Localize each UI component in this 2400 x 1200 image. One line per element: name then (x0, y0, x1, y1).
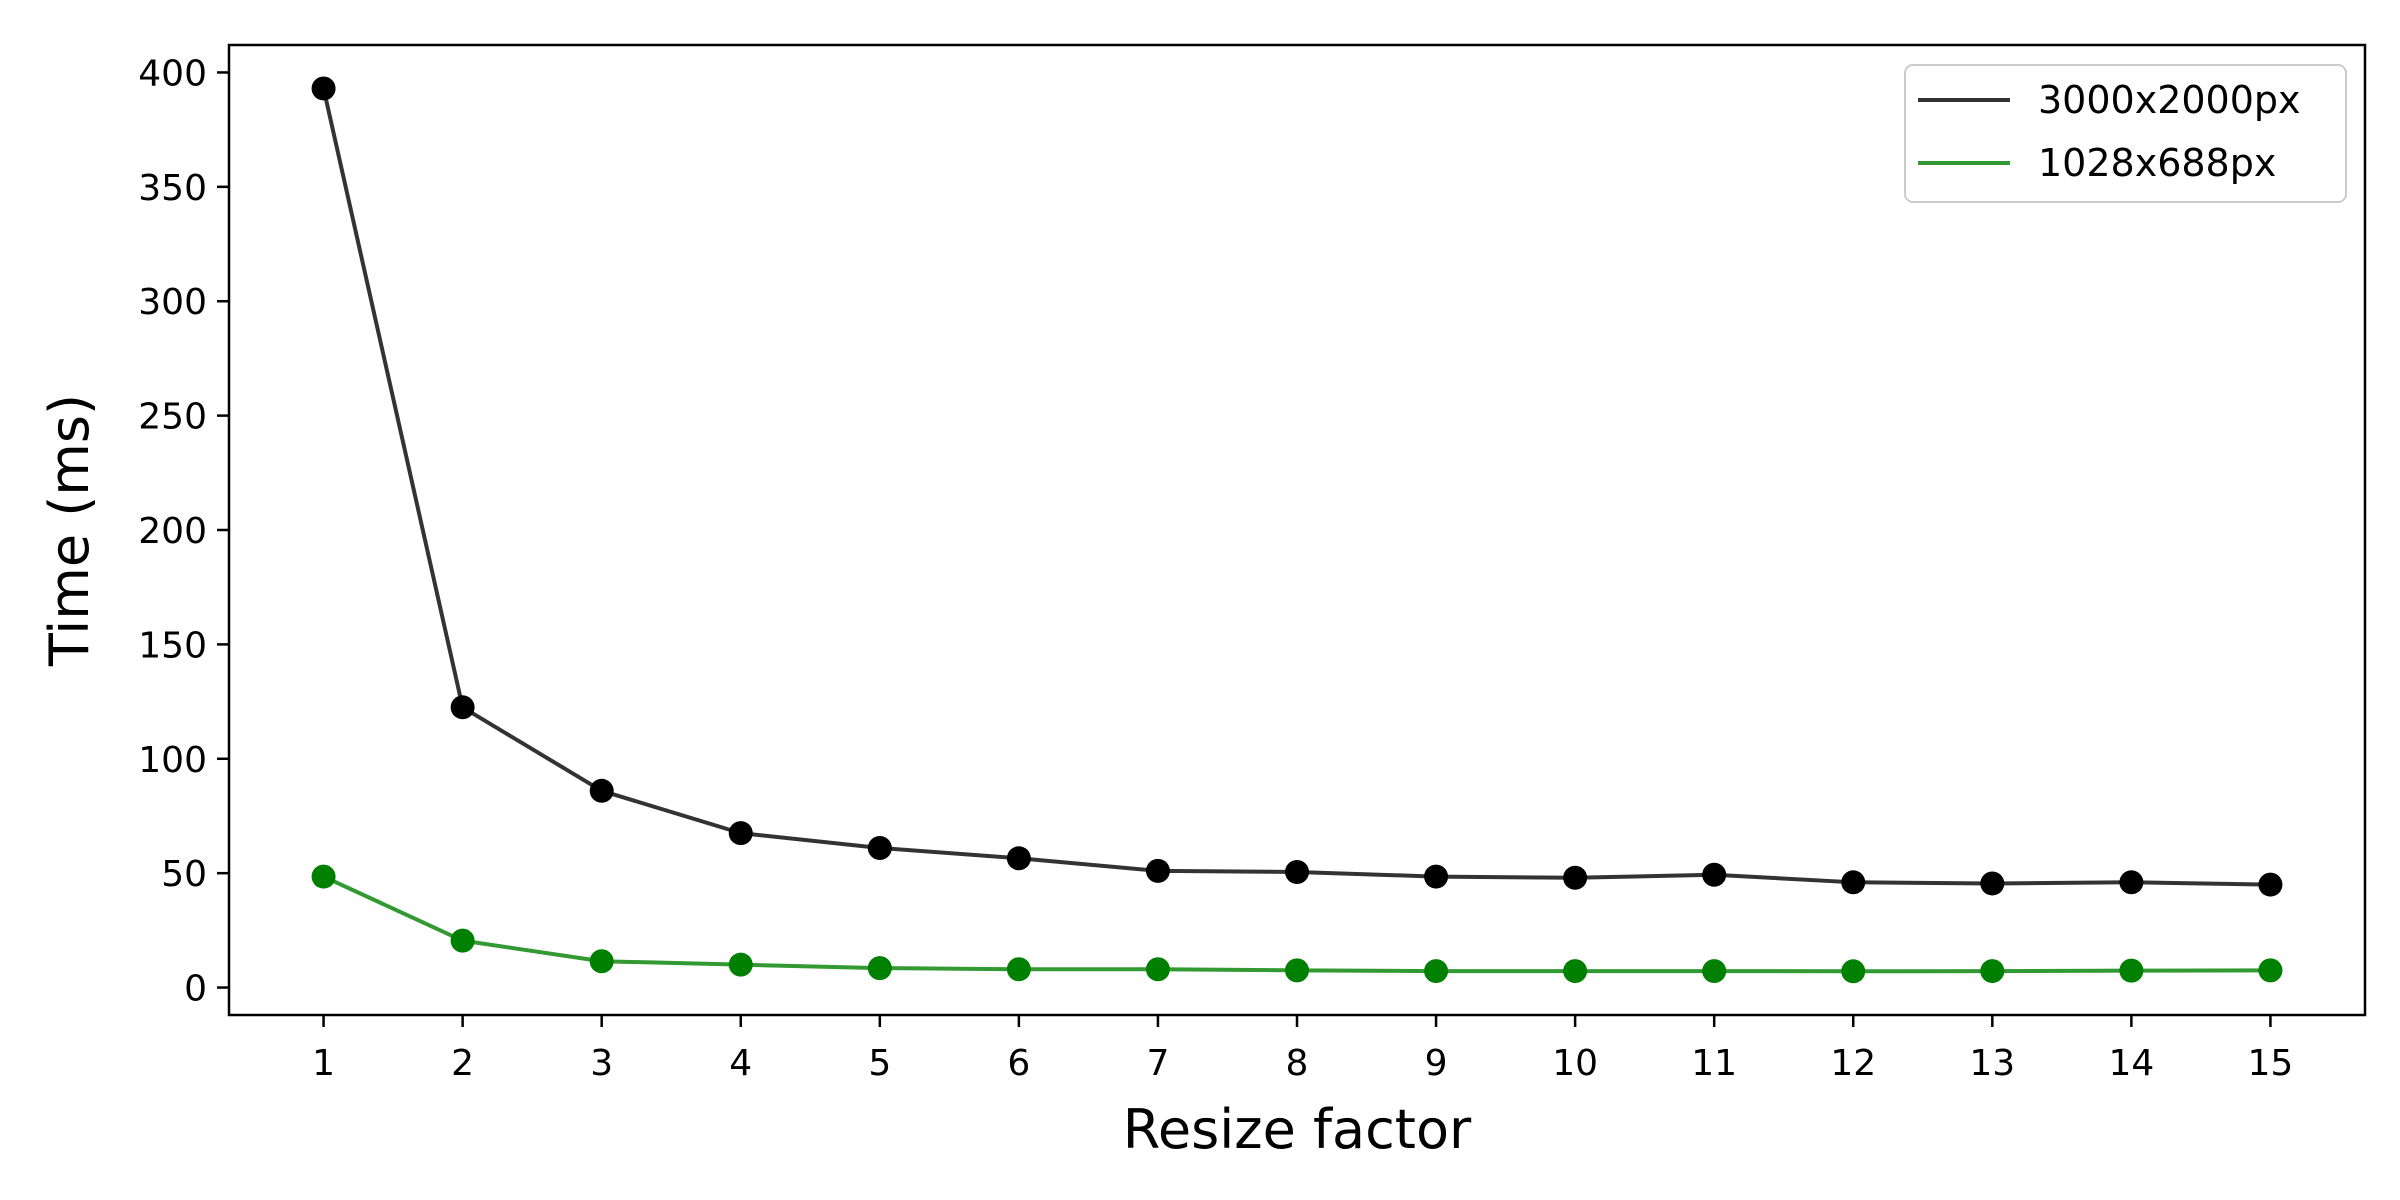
legend-label-3000x2000px: 3000x2000px (2038, 78, 2301, 122)
data-point (2258, 958, 2283, 983)
x-tick-label: 4 (729, 1043, 752, 1084)
data-point (450, 928, 475, 953)
y-axis-title: Time (ms) (38, 394, 101, 667)
legend-label-1028x688px: 1028x688px (2038, 141, 2276, 185)
data-point (728, 952, 753, 977)
y-tick-label: 300 (138, 282, 207, 323)
data-point (1424, 959, 1449, 984)
data-point (1980, 871, 2005, 896)
y-tick-label: 200 (138, 511, 207, 552)
data-point (589, 949, 614, 974)
x-tick-label: 5 (868, 1043, 891, 1084)
y-tick-label: 400 (138, 53, 207, 94)
data-point (1841, 959, 1866, 984)
data-point (1285, 860, 1309, 885)
data-point (1563, 865, 1588, 890)
y-tick-label: 350 (138, 168, 207, 209)
y-tick-label: 50 (161, 854, 207, 895)
x-tick-label: 10 (1552, 1043, 1598, 1084)
x-tick-label: 2 (451, 1043, 474, 1084)
data-point (311, 864, 336, 889)
x-tick-label: 7 (1146, 1043, 1169, 1084)
x-tick-label: 8 (1286, 1043, 1309, 1084)
series-layer (311, 76, 2283, 984)
data-point (1145, 858, 1170, 883)
legend: 3000x2000px 1028x688px (1904, 64, 2347, 203)
y-tick-label: 100 (138, 740, 207, 781)
data-point (2119, 958, 2144, 983)
x-tick-label: 12 (1830, 1043, 1876, 1084)
x-tick-label: 15 (2248, 1043, 2294, 1084)
data-point (867, 956, 892, 981)
data-point (1980, 959, 2005, 984)
data-point (589, 778, 614, 803)
data-point (1702, 959, 1727, 984)
data-point (311, 76, 336, 101)
x-tick-label: 1 (312, 1043, 335, 1084)
data-point (1145, 957, 1170, 982)
data-point (1702, 862, 1727, 887)
series-line (321, 88, 2271, 887)
data-point (867, 835, 892, 860)
x-tick-label: 6 (1007, 1043, 1030, 1084)
x-axis-title: Resize factor (1123, 1098, 1472, 1161)
data-point (1006, 846, 1031, 871)
data-point (2258, 872, 2283, 897)
legend-box (1904, 64, 2347, 203)
data-point (2119, 870, 2144, 895)
data-point (1563, 959, 1588, 984)
x-tick-label: 11 (1691, 1043, 1737, 1084)
y-tick-label: 250 (138, 397, 207, 438)
x-tick-label: 9 (1425, 1043, 1448, 1084)
data-point (450, 695, 475, 720)
x-tick-label: 3 (590, 1043, 613, 1084)
y-tick-label: 0 (184, 969, 207, 1010)
data-point (1841, 870, 1866, 895)
y-tick-label: 150 (138, 625, 207, 666)
series-line (322, 874, 2271, 974)
x-tick-label: 13 (1969, 1043, 2015, 1084)
data-point (1006, 957, 1031, 982)
data-point (1285, 958, 1309, 983)
data-point (728, 821, 753, 846)
data-point (1424, 864, 1449, 889)
x-tick-label: 14 (2108, 1043, 2154, 1084)
